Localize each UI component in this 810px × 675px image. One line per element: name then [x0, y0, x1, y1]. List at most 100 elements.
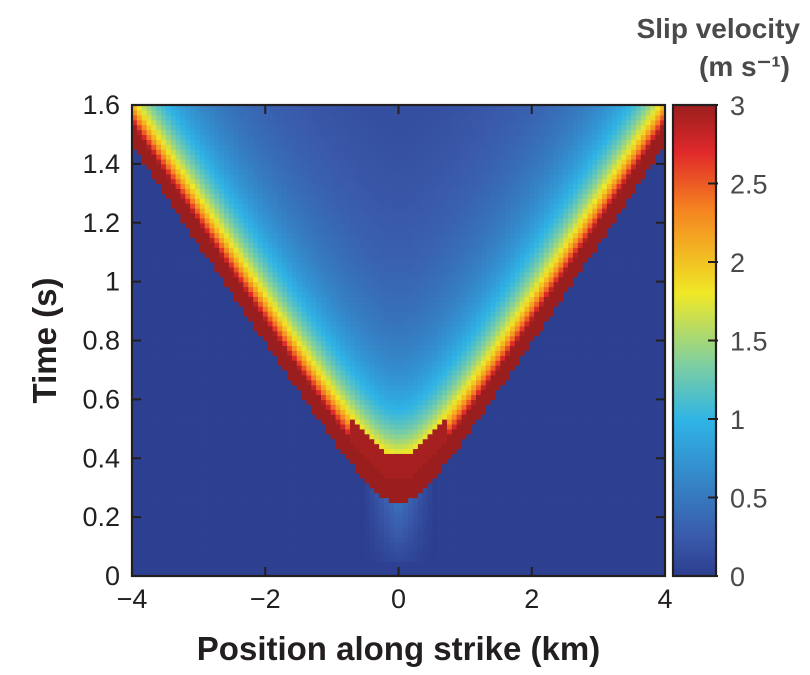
heatmap-cell — [132, 428, 138, 435]
heatmap-cell — [204, 502, 211, 508]
heatmap-cell — [228, 443, 235, 450]
heatmap-cell — [602, 379, 608, 386]
heatmap-cell — [228, 414, 235, 420]
heatmap-cell — [563, 571, 569, 577]
heatmap-cell — [345, 522, 351, 528]
heatmap-cell — [233, 404, 240, 410]
heatmap-cell — [369, 453, 375, 459]
heatmap-cell — [548, 468, 555, 474]
heatmap-cell — [287, 482, 293, 489]
heatmap-cell — [165, 438, 172, 445]
heatmap-cell — [257, 546, 264, 553]
heatmap-cell — [635, 472, 642, 479]
heatmap-cell — [606, 355, 613, 361]
heatmap-cell — [388, 517, 395, 523]
heatmap-cell — [330, 350, 337, 356]
heatmap-cell — [597, 374, 603, 381]
heatmap-cell — [291, 522, 298, 528]
heatmap-cell — [306, 487, 312, 494]
heatmap-cell — [529, 546, 535, 553]
heatmap-cell — [199, 414, 206, 420]
heatmap-cell — [611, 443, 618, 450]
heatmap-cell — [388, 394, 395, 400]
heatmap-cell — [354, 507, 361, 513]
heatmap-cell — [204, 419, 211, 425]
heatmap-cell — [320, 365, 327, 371]
heatmap-cell — [471, 379, 477, 386]
heatmap-cell — [199, 487, 206, 494]
heatmap-cell — [204, 409, 211, 415]
heatmap-cell — [141, 389, 148, 396]
heatmap-cell — [495, 541, 501, 548]
heatmap-cell — [267, 487, 274, 494]
heatmap-cell — [558, 384, 564, 391]
heatmap-cell — [563, 541, 569, 548]
heatmap-cell — [379, 355, 385, 361]
heatmap-cell — [282, 497, 288, 504]
heatmap-cell — [645, 433, 652, 440]
heatmap-cell — [611, 389, 618, 396]
heatmap-cell — [180, 355, 186, 361]
heatmap-cell — [379, 517, 385, 523]
heatmap-cell — [655, 497, 661, 504]
heatmap-cell — [161, 561, 167, 567]
heatmap-cell — [132, 512, 138, 518]
heatmap-cell — [325, 497, 332, 504]
heatmap-cell — [495, 571, 501, 577]
heatmap-cell — [262, 453, 269, 459]
heatmap-cell — [320, 423, 327, 430]
heatmap-cell — [476, 492, 482, 499]
heatmap-cell — [175, 502, 182, 508]
heatmap-cell — [446, 458, 453, 464]
heatmap-cell — [631, 482, 637, 489]
heatmap-cell — [325, 384, 332, 391]
heatmap-cell — [180, 566, 186, 572]
heatmap-cell — [248, 507, 254, 513]
heatmap-cell — [136, 448, 143, 454]
heatmap-cell — [345, 502, 351, 508]
heatmap-cell — [563, 566, 569, 572]
heatmap-cell — [606, 365, 613, 371]
heatmap-cell — [379, 497, 385, 504]
heatmap-cell — [277, 443, 283, 450]
heatmap-cell — [228, 384, 235, 391]
heatmap-cell — [146, 404, 152, 410]
heatmap-cell — [640, 409, 647, 415]
heatmap-cell — [277, 522, 283, 528]
heatmap-cell — [350, 507, 356, 513]
heatmap-cell — [388, 379, 395, 386]
heatmap-cell — [253, 561, 259, 567]
heatmap-cell — [413, 428, 419, 435]
heatmap-cell — [592, 526, 598, 533]
heatmap-cell — [572, 541, 579, 548]
heatmap-cell — [185, 507, 191, 513]
heatmap-cell — [190, 419, 196, 425]
heatmap-cell — [509, 360, 516, 366]
heatmap-cell — [563, 409, 569, 415]
heatmap-cell — [592, 487, 598, 494]
heatmap-cell — [602, 404, 608, 410]
heatmap-cell — [156, 482, 162, 489]
heatmap-cell — [592, 365, 598, 371]
heatmap-cell — [301, 556, 308, 562]
heatmap-cell — [175, 419, 182, 425]
heatmap-cell — [451, 458, 458, 464]
heatmap-cell — [524, 409, 530, 415]
heatmap-cell — [490, 571, 497, 577]
heatmap-cell — [199, 360, 206, 366]
heatmap-cell — [190, 384, 196, 391]
heatmap-cell — [572, 384, 579, 391]
heatmap-cell — [577, 561, 584, 567]
heatmap-cell — [194, 468, 201, 474]
heatmap-cell — [514, 497, 521, 504]
heatmap-cell — [219, 507, 225, 513]
heatmap-cell — [597, 389, 603, 396]
heatmap-cell — [422, 531, 429, 538]
heatmap-cell — [422, 453, 429, 459]
heatmap-cell — [602, 531, 608, 538]
heatmap-cell — [611, 438, 618, 445]
heatmap-cell — [451, 492, 458, 499]
heatmap-cell — [306, 389, 312, 396]
heatmap-cell — [248, 497, 254, 504]
heatmap-cell — [267, 389, 274, 396]
